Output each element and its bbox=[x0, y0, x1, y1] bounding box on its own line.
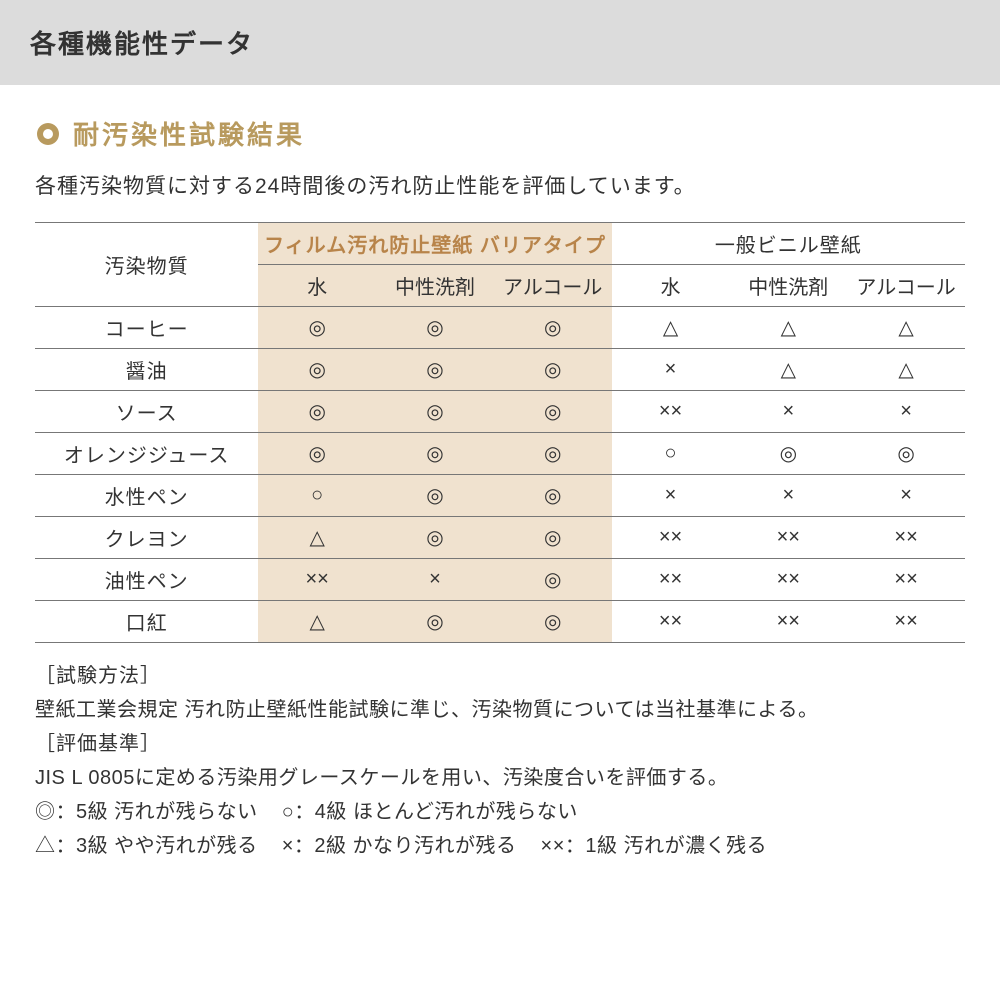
content: 耐汚染性試験結果 各種汚染物質に対する24時間後の汚れ防止性能を評価しています。… bbox=[0, 85, 1000, 863]
table-sub-header: アルコール bbox=[494, 265, 612, 307]
table-group-header: フィルム汚れ防止壁紙 バリアタイプ bbox=[258, 223, 611, 265]
table-cell: ○ bbox=[258, 475, 376, 517]
table-sub-header: 中性洗剤 bbox=[376, 265, 494, 307]
table-cell: ◎ bbox=[258, 349, 376, 391]
table-cell: ◎ bbox=[376, 433, 494, 475]
table-cell: ○ bbox=[612, 433, 730, 475]
legend-item: ◎：5級 汚れが残らない bbox=[35, 795, 258, 829]
legend-item: ××：1級 汚れが濃く残る bbox=[541, 829, 768, 863]
method-tag: ［試験方法］ bbox=[35, 659, 965, 693]
table-row-label: オレンジジュース bbox=[35, 433, 258, 475]
table-cell: ◎ bbox=[258, 391, 376, 433]
table-sub-header: 水 bbox=[612, 265, 730, 307]
table-cell: △ bbox=[258, 517, 376, 559]
table-cell: ×× bbox=[612, 559, 730, 601]
table-cell: △ bbox=[729, 349, 847, 391]
table-cell: ◎ bbox=[258, 307, 376, 349]
table-cell: × bbox=[612, 475, 730, 517]
table-cell: × bbox=[376, 559, 494, 601]
table-cell: ◎ bbox=[494, 475, 612, 517]
table-cell: ◎ bbox=[376, 475, 494, 517]
legend-item: ○：4級 ほとんど汚れが残らない bbox=[282, 795, 578, 829]
table-cell: △ bbox=[729, 307, 847, 349]
criteria-tag: ［評価基準］ bbox=[35, 727, 965, 761]
table-row-label: 口紅 bbox=[35, 601, 258, 643]
table-cell: ◎ bbox=[376, 517, 494, 559]
table-cell: × bbox=[729, 391, 847, 433]
legend-item: △：3級 やや汚れが残る bbox=[35, 829, 258, 863]
table-cell: ×× bbox=[612, 517, 730, 559]
table-row-label: ソース bbox=[35, 391, 258, 433]
table-cell: ◎ bbox=[847, 433, 965, 475]
table-cell: ◎ bbox=[494, 433, 612, 475]
criteria-text: JIS L 0805に定める汚染用グレースケールを用い、汚染度合いを評価する。 bbox=[35, 761, 965, 795]
section-intro: 各種汚染物質に対する24時間後の汚れ防止性能を評価しています。 bbox=[35, 170, 965, 200]
legend-line-1: ◎：5級 汚れが残らない ○：4級 ほとんど汚れが残らない bbox=[35, 795, 965, 829]
table-cell: × bbox=[612, 349, 730, 391]
table-cell: ◎ bbox=[258, 433, 376, 475]
table-cell: △ bbox=[258, 601, 376, 643]
section-title-row: 耐汚染性試験結果 bbox=[35, 115, 965, 152]
table-cell: ◎ bbox=[376, 307, 494, 349]
section-title: 耐汚染性試験結果 bbox=[73, 115, 305, 152]
table-cell: ×× bbox=[729, 559, 847, 601]
table-row-label: コーヒー bbox=[35, 307, 258, 349]
stain-resistance-table: 汚染物質フィルム汚れ防止壁紙 バリアタイプ一般ビニル壁紙水中性洗剤アルコール水中… bbox=[35, 222, 965, 643]
table-sub-header: 水 bbox=[258, 265, 376, 307]
table-cell: ◎ bbox=[729, 433, 847, 475]
table-cell: ×× bbox=[612, 601, 730, 643]
legend-item: ×：2級 かなり汚れが残る bbox=[282, 829, 517, 863]
table-cell: ◎ bbox=[494, 349, 612, 391]
table-cell: △ bbox=[847, 349, 965, 391]
table-cell: △ bbox=[847, 307, 965, 349]
table-corner-label: 汚染物質 bbox=[35, 223, 258, 307]
bullet-ring-icon bbox=[35, 121, 61, 147]
table-row-label: クレヨン bbox=[35, 517, 258, 559]
table-sub-header: 中性洗剤 bbox=[729, 265, 847, 307]
table-cell: ◎ bbox=[376, 601, 494, 643]
table-row-label: 水性ペン bbox=[35, 475, 258, 517]
table-cell: × bbox=[847, 475, 965, 517]
legend-line-2: △：3級 やや汚れが残る ×：2級 かなり汚れが残る ××：1級 汚れが濃く残る bbox=[35, 829, 965, 863]
table-cell: ×× bbox=[612, 391, 730, 433]
table-sub-header: アルコール bbox=[847, 265, 965, 307]
table-cell: ◎ bbox=[376, 391, 494, 433]
table-cell: ×× bbox=[847, 559, 965, 601]
table-cell: ×× bbox=[729, 517, 847, 559]
table-cell: ×× bbox=[847, 601, 965, 643]
method-text: 壁紙工業会規定 汚れ防止壁紙性能試験に準じ、汚染物質については当社基準による。 bbox=[35, 693, 965, 727]
page-header: 各種機能性データ bbox=[0, 0, 1000, 85]
table-row-label: 油性ペン bbox=[35, 559, 258, 601]
table-cell: ◎ bbox=[494, 391, 612, 433]
table-cell: ◎ bbox=[494, 307, 612, 349]
table-cell: ◎ bbox=[376, 349, 494, 391]
table-cell: ◎ bbox=[494, 559, 612, 601]
table-cell: △ bbox=[612, 307, 730, 349]
table-cell: ×× bbox=[258, 559, 376, 601]
table-group-header: 一般ビニル壁紙 bbox=[612, 223, 965, 265]
table-cell: × bbox=[847, 391, 965, 433]
page-title: 各種機能性データ bbox=[30, 29, 254, 59]
table-cell: × bbox=[729, 475, 847, 517]
table-cell: ◎ bbox=[494, 601, 612, 643]
table-cell: ◎ bbox=[494, 517, 612, 559]
table-cell: ×× bbox=[847, 517, 965, 559]
table-cell: ×× bbox=[729, 601, 847, 643]
notes: ［試験方法］ 壁紙工業会規定 汚れ防止壁紙性能試験に準じ、汚染物質については当社… bbox=[35, 659, 965, 863]
table-row-label: 醤油 bbox=[35, 349, 258, 391]
